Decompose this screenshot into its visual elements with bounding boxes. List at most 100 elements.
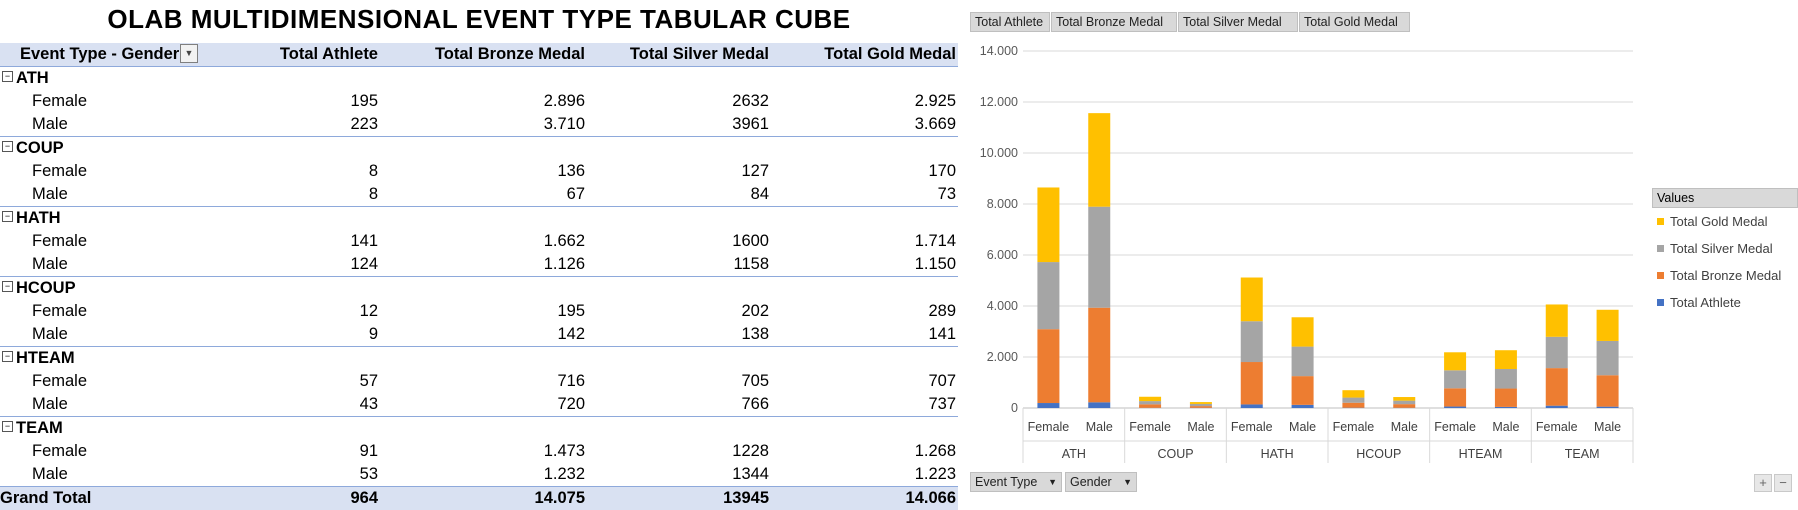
x-group-label: HTEAM — [1459, 447, 1503, 461]
table-cell: 124 — [200, 253, 380, 277]
row-label: Male — [0, 463, 200, 487]
table-cell: 1.268 — [771, 440, 958, 463]
x-group-label: COUP — [1157, 447, 1193, 461]
table-cell: 707 — [771, 370, 958, 393]
row-label: Female — [0, 90, 200, 113]
bar-segment — [1342, 390, 1364, 397]
group-empty-cell — [587, 207, 771, 231]
y-tick-label: 8.000 — [987, 197, 1018, 211]
y-tick-label: 6.000 — [987, 248, 1018, 262]
table-cell: 720 — [380, 393, 587, 417]
row-labels-header[interactable]: Event Type - Gender ▼ — [0, 43, 200, 67]
bar-segment — [1444, 370, 1466, 388]
table-cell: 141 — [200, 230, 380, 253]
group-empty-cell — [200, 67, 380, 91]
group-empty-cell — [200, 347, 380, 371]
group-label: −COUP — [0, 137, 200, 161]
bar-segment — [1393, 404, 1415, 408]
group-empty-cell — [380, 277, 587, 301]
table-cell: 141 — [771, 323, 958, 347]
pivot-table: Event Type - Gender ▼ Total Athlete Tota… — [0, 43, 958, 510]
column-header-total-athlete: Total Athlete — [200, 43, 380, 67]
legend-swatch — [1657, 272, 1664, 279]
x-group-label: HCOUP — [1356, 447, 1401, 461]
bar-segment — [1342, 398, 1364, 403]
y-tick-label: 12.000 — [980, 95, 1018, 109]
grand-total-cell: 13945 — [587, 487, 771, 510]
bar-segment — [1241, 278, 1263, 322]
table-cell: 1.126 — [380, 253, 587, 277]
group-empty-cell — [587, 347, 771, 371]
collapse-icon[interactable]: − — [2, 281, 13, 292]
group-empty-cell — [380, 417, 587, 441]
table-cell: 170 — [771, 160, 958, 183]
group-label: −HTEAM — [0, 347, 200, 371]
group-empty-cell — [380, 347, 587, 371]
row-label: Male — [0, 393, 200, 417]
bar-segment — [1444, 407, 1466, 408]
table-cell: 43 — [200, 393, 380, 417]
row-label: Male — [0, 113, 200, 137]
legend-item: Total Gold Medal — [1652, 208, 1798, 235]
bar-segment — [1088, 308, 1110, 403]
collapse-icon[interactable]: − — [2, 351, 13, 362]
bar-segment — [1546, 368, 1568, 406]
table-cell: 737 — [771, 393, 958, 417]
bar-segment — [1444, 352, 1466, 370]
collapse-field-button[interactable]: − — [1774, 474, 1792, 492]
column-header-total-silver: Total Silver Medal — [587, 43, 771, 67]
group-name: HATH — [16, 209, 61, 227]
y-tick-label: 4.000 — [987, 299, 1018, 313]
x-category-label: Male — [1391, 420, 1418, 434]
bar-segment — [1597, 310, 1619, 341]
bar-segment — [1037, 262, 1059, 329]
bar-segment — [1393, 401, 1415, 405]
collapse-icon[interactable]: − — [2, 421, 13, 432]
filter-dropdown-icon[interactable]: ▼ — [180, 44, 198, 63]
bar-segment — [1292, 376, 1314, 405]
y-tick-label: 14.000 — [980, 44, 1018, 58]
collapse-icon[interactable]: − — [2, 141, 13, 152]
bar-segment — [1495, 369, 1517, 389]
table-cell: 73 — [771, 183, 958, 207]
table-cell: 12 — [200, 300, 380, 323]
table-cell: 91 — [200, 440, 380, 463]
expand-field-button[interactable]: + — [1754, 474, 1772, 492]
table-cell: 1344 — [587, 463, 771, 487]
legend-swatch — [1657, 218, 1664, 225]
collapse-icon[interactable]: − — [2, 71, 13, 82]
table-cell: 136 — [380, 160, 587, 183]
x-category-label: Female — [1434, 420, 1476, 434]
group-empty-cell — [771, 137, 958, 161]
legend-label: Total Athlete — [1670, 295, 1741, 310]
bar-segment — [1037, 403, 1059, 408]
group-empty-cell — [380, 67, 587, 91]
table-cell: 289 — [771, 300, 958, 323]
chevron-down-icon: ▼ — [1048, 473, 1057, 491]
table-cell: 1.232 — [380, 463, 587, 487]
legend-swatch — [1657, 245, 1664, 252]
table-cell: 8 — [200, 160, 380, 183]
table-cell: 1228 — [587, 440, 771, 463]
chevron-down-icon: ▼ — [1123, 473, 1132, 491]
group-empty-cell — [771, 417, 958, 441]
collapse-icon[interactable]: − — [2, 211, 13, 222]
group-empty-cell — [200, 207, 380, 231]
axis-field-button-gender[interactable]: Gender ▼ — [1065, 472, 1137, 492]
axis-field-button-event-type[interactable]: Event Type ▼ — [970, 472, 1062, 492]
table-cell: 1.662 — [380, 230, 587, 253]
row-label: Male — [0, 323, 200, 347]
legend-item: Total Bronze Medal — [1652, 262, 1798, 289]
group-empty-cell — [771, 207, 958, 231]
grand-total-cell: 14.075 — [380, 487, 587, 510]
legend-label: Total Bronze Medal — [1670, 268, 1781, 283]
x-category-label: Male — [1289, 420, 1316, 434]
grand-total-cell: 964 — [200, 487, 380, 510]
row-label: Female — [0, 230, 200, 253]
